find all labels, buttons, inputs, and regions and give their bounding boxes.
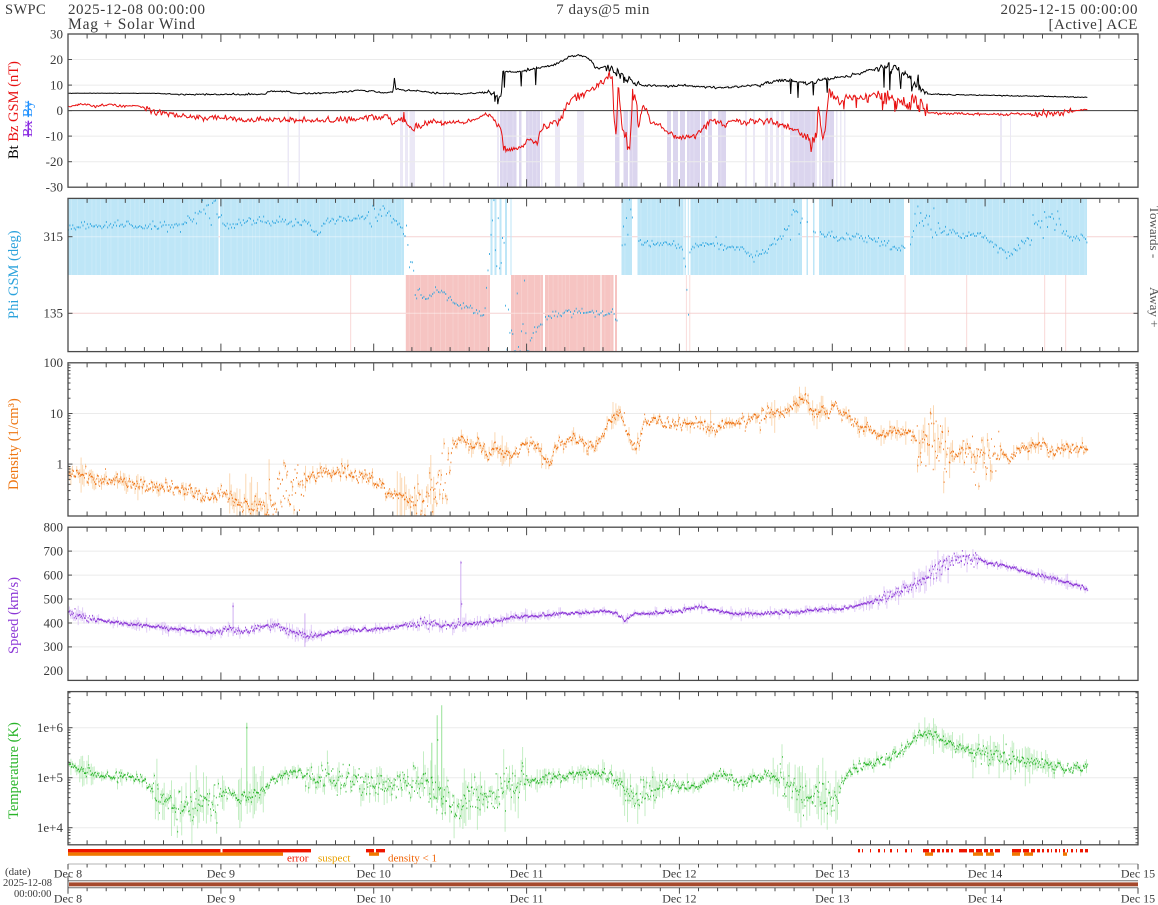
svg-text:Dec 8: Dec 8 [54,867,82,881]
svg-text:Density (1/cm³): Density (1/cm³) [6,398,22,490]
svg-text:Dec 11: Dec 11 [510,867,544,881]
svg-text:200: 200 [44,663,64,678]
svg-text:Dec 15: Dec 15 [1121,892,1155,905]
svg-text:10: 10 [50,406,63,421]
svg-text:300: 300 [44,639,64,654]
svg-text:30: 30 [50,26,63,41]
svg-text:Mag + Solar Wind: Mag + Solar Wind [68,16,196,33]
svg-text:500: 500 [44,591,64,606]
svg-text:2025-12-15 00:00:00: 2025-12-15 00:00:00 [1000,2,1138,18]
svg-text:Bx By: Bx By [21,101,36,137]
svg-text:20: 20 [50,52,63,67]
svg-text:Dec 12: Dec 12 [662,867,696,881]
svg-text:Dec 10: Dec 10 [357,867,391,881]
svg-text:135: 135 [44,306,64,321]
svg-text:10: 10 [50,77,63,92]
svg-text:Speed (km/s): Speed (km/s) [6,577,22,654]
svg-text:-20: -20 [46,154,63,169]
svg-text:error: error [287,853,309,865]
svg-text:2025-12-08: 2025-12-08 [3,878,52,889]
svg-text:Dec 14: Dec 14 [968,867,1002,881]
svg-text:1e+4: 1e+4 [37,820,64,835]
svg-text:7 days@5 min: 7 days@5 min [556,2,650,18]
svg-text:-30: -30 [46,180,63,195]
svg-text:2025-12-08 00:00:00: 2025-12-08 00:00:00 [68,2,206,18]
svg-text:1: 1 [57,456,64,471]
svg-text:Towards -: Towards - [1147,206,1158,258]
svg-text:00:00:00: 00:00:00 [14,889,51,900]
svg-text:Dec 9: Dec 9 [207,867,235,881]
svg-text:Phi GSM (deg): Phi GSM (deg) [6,230,22,319]
svg-text:Dec 11: Dec 11 [510,892,544,905]
svg-text:Temperature (K): Temperature (K) [6,722,22,819]
svg-text:Bt Bz GSM (nT): Bt Bz GSM (nT) [6,61,22,159]
svg-text:0: 0 [57,103,64,118]
svg-text:Away +: Away + [1147,287,1158,327]
svg-text:400: 400 [44,615,64,630]
svg-text:suspect: suspect [318,853,350,865]
svg-text:Dec 9: Dec 9 [207,892,235,905]
svg-text:800: 800 [44,520,64,535]
svg-text:315: 315 [44,229,64,244]
svg-text:Dec 13: Dec 13 [815,892,849,905]
svg-text:1e+6: 1e+6 [37,720,64,735]
svg-text:600: 600 [44,567,64,582]
svg-text:Dec 12: Dec 12 [662,892,696,905]
svg-text:Dec 15: Dec 15 [1121,867,1155,881]
svg-text:Dec 8: Dec 8 [54,892,82,905]
svg-text:100: 100 [44,355,64,370]
svg-text:SWPC: SWPC [5,2,46,18]
svg-text:density < 1: density < 1 [388,853,437,865]
svg-text:1e+5: 1e+5 [37,770,63,785]
svg-text:Dec 10: Dec 10 [357,892,391,905]
svg-text:Dec 14: Dec 14 [968,892,1002,905]
svg-text:700: 700 [44,543,64,558]
svg-text:Dec 13: Dec 13 [815,867,849,881]
svg-text:-10: -10 [46,128,63,143]
svg-text:[Active] ACE: [Active] ACE [1049,17,1139,33]
svg-text:(date): (date) [5,866,31,878]
